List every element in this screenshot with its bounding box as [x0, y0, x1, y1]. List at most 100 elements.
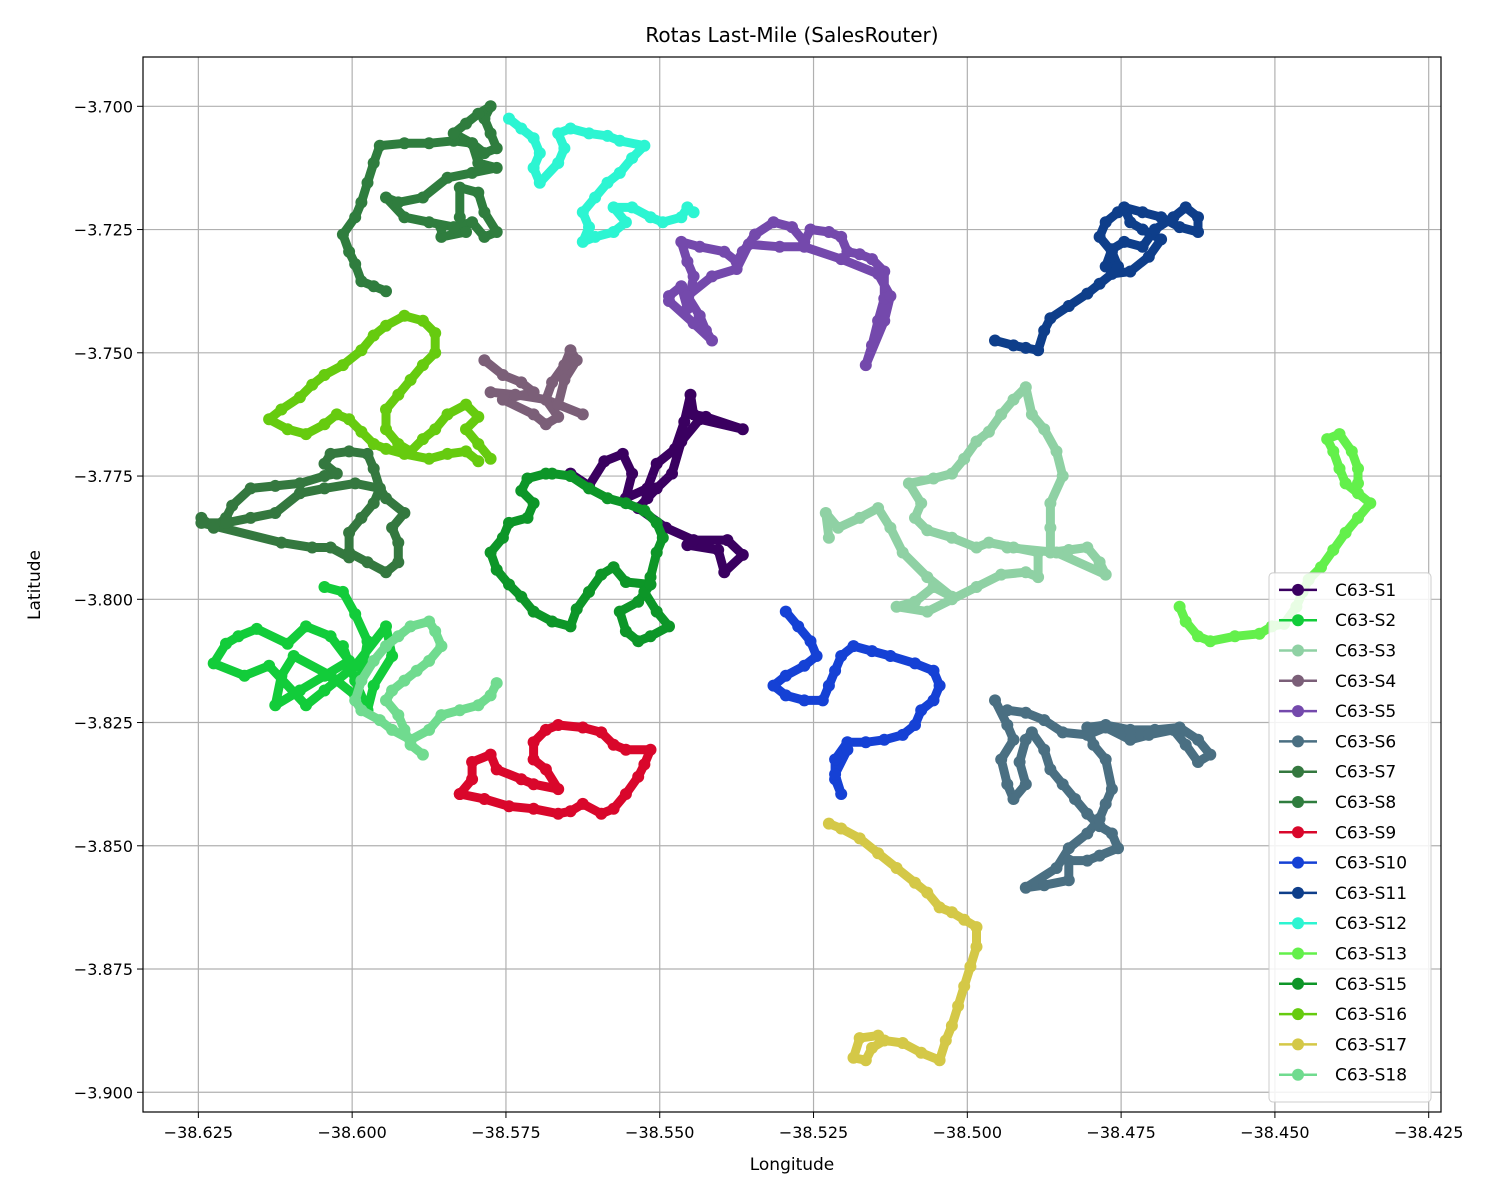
legend-swatch-marker [1292, 1038, 1304, 1051]
route-point [293, 684, 306, 697]
route-point [822, 679, 835, 692]
route-point [1155, 211, 1168, 224]
route-point [909, 511, 921, 524]
route-point [490, 161, 503, 174]
route-point [730, 263, 743, 275]
route-point [404, 373, 417, 386]
route-point [527, 802, 540, 815]
route-point [380, 566, 392, 579]
plot-frame [142, 56, 1442, 1113]
route-point [1081, 287, 1094, 300]
route-point [1007, 339, 1020, 352]
route-point [558, 142, 571, 155]
route-point [666, 467, 678, 480]
route-point [533, 176, 546, 189]
route-point [1081, 541, 1094, 554]
route-point [318, 470, 331, 482]
route-point [521, 511, 534, 524]
route-point [398, 447, 411, 460]
route-point [324, 447, 337, 460]
legend-item: C63-S3 [1279, 642, 1396, 662]
route-point [1179, 738, 1192, 751]
route-point [392, 556, 405, 569]
legend: C63-S1 C63-S2 C63-S3 C63-S4 C63-S5 C63-S6 C63-… [1268, 572, 1432, 1103]
route-point [1173, 221, 1186, 234]
route-point [527, 753, 540, 766]
legend-item: C63-S6 [1279, 732, 1396, 752]
route-point [1062, 842, 1075, 855]
legend-swatch-marker [1292, 765, 1304, 778]
route-point [1093, 849, 1106, 862]
route-point [423, 615, 436, 628]
route-point [324, 541, 337, 554]
route-point [466, 756, 479, 768]
route-point [749, 228, 762, 241]
route-point [835, 822, 848, 835]
route-point [1069, 793, 1081, 805]
legend-item: C63-S5 [1279, 702, 1396, 722]
route-point [478, 147, 491, 160]
route-point [398, 137, 411, 150]
route-point [1001, 704, 1014, 717]
route-point [859, 736, 872, 749]
route-point [293, 487, 306, 500]
route-point [503, 516, 515, 529]
series-c63-s18 [349, 615, 503, 761]
route-point [539, 467, 552, 480]
route-point [269, 507, 282, 519]
route-point [527, 778, 540, 791]
route-point [1019, 381, 1032, 394]
route-point [1124, 216, 1137, 229]
route-point [1192, 733, 1204, 746]
route-point [1038, 743, 1051, 756]
route-point [195, 516, 208, 529]
route-point [275, 536, 288, 549]
x-tick-label: −38.525 [779, 1123, 848, 1142]
route-point [503, 578, 515, 591]
route-point [933, 901, 946, 914]
route-point [583, 585, 595, 598]
route-point [527, 386, 540, 399]
route-point [343, 445, 356, 458]
route-point [859, 1054, 872, 1067]
route-point [380, 442, 392, 455]
route-point [244, 482, 257, 495]
route-point [687, 206, 700, 219]
route-point [361, 635, 374, 648]
route-point [884, 650, 897, 662]
route-point [564, 805, 577, 818]
route-point [1327, 445, 1340, 458]
route-point [632, 635, 645, 648]
route-point [533, 147, 546, 160]
route-point [970, 940, 983, 953]
route-point [619, 497, 632, 510]
route-point [515, 773, 528, 786]
route-point [1056, 778, 1069, 791]
route-point [626, 467, 639, 480]
route-point [386, 723, 399, 736]
route-point [380, 492, 392, 505]
y-tick-label: −3.725 [74, 221, 133, 240]
route-point [1352, 487, 1364, 500]
route-point [466, 216, 479, 229]
route-point [613, 166, 626, 179]
route-point [1081, 854, 1094, 867]
route-point [423, 452, 436, 465]
route-point [866, 1041, 878, 1054]
route-point [1081, 827, 1094, 840]
legend-label: C63-S9 [1335, 823, 1396, 843]
legend-item: C63-S10 [1279, 854, 1407, 874]
route-point [318, 418, 331, 431]
route-point [1093, 556, 1106, 569]
route-point [416, 748, 429, 761]
route-point [552, 783, 565, 796]
route-point [1192, 211, 1204, 224]
route-point [583, 221, 595, 234]
route-point [1142, 250, 1155, 263]
x-tick-label: −38.425 [1394, 1123, 1463, 1142]
route-point [1056, 470, 1069, 482]
route-point [1038, 714, 1051, 727]
route-point [1105, 245, 1118, 258]
series-c63-s4 [478, 344, 589, 431]
route-point [1192, 756, 1204, 768]
